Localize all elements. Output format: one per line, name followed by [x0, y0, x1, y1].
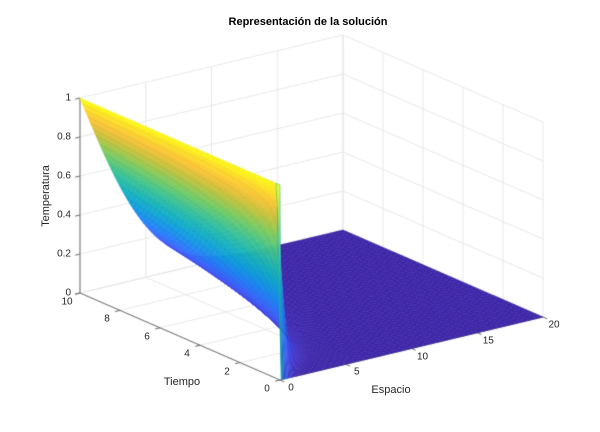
y-tick-label: 8: [104, 313, 110, 325]
x-tick-label: 15: [482, 335, 494, 347]
z-tick-label: 0.2: [57, 248, 71, 260]
plot-title: Representación de la solución: [228, 16, 388, 28]
y-tick-label: 2: [224, 366, 230, 378]
z-tick-label: 0: [65, 287, 71, 299]
z-tick-label: 0.8: [57, 131, 71, 143]
z-tick-label: 0.4: [57, 209, 71, 221]
x-tick-label: 20: [548, 319, 560, 331]
y-axis-label: Tiempo: [163, 376, 201, 388]
z-tick-label: 0.6: [57, 170, 71, 182]
x-axis-label: Espacio: [371, 384, 411, 396]
z-tick-label: 1: [65, 92, 71, 104]
y-tick-label: 0: [264, 383, 270, 395]
x-tick-label: 10: [416, 351, 429, 362]
x-tick-label: 0: [288, 382, 294, 394]
y-tick-label: 4: [184, 348, 190, 360]
y-tick-label: 6: [144, 331, 150, 343]
y-tick-label: 10: [61, 296, 73, 308]
z-axis-label: Temperatura: [40, 165, 52, 227]
x-tick-label: 5: [353, 366, 360, 378]
